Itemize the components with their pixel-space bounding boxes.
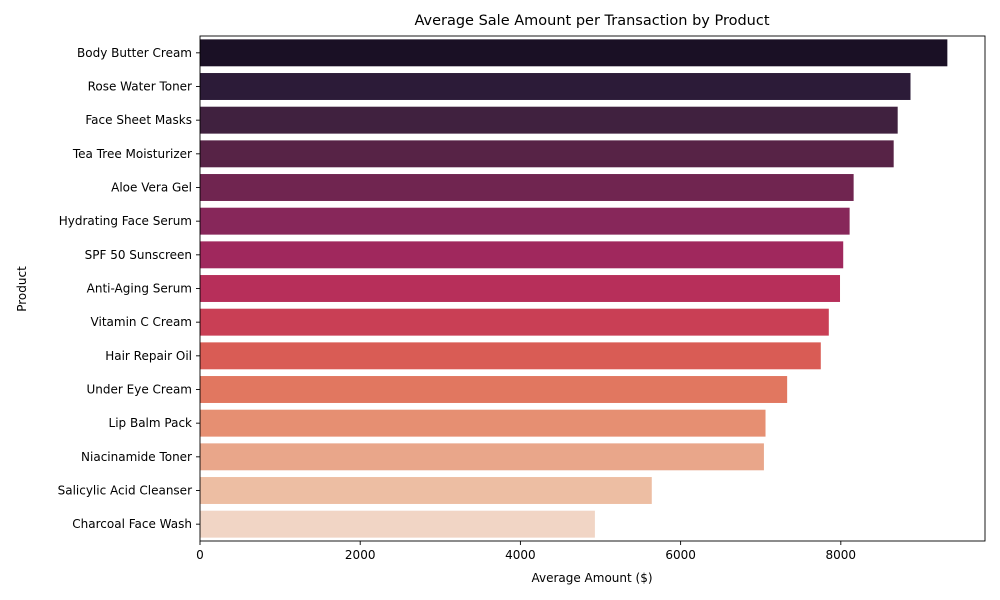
- y-tick-label: Hydrating Face Serum: [59, 214, 192, 228]
- y-axis-label: Product: [15, 266, 29, 312]
- y-tick-label: Hair Repair Oil: [105, 349, 192, 363]
- x-tick-label: 6000: [665, 548, 696, 562]
- y-tick-label: Under Eye Cream: [87, 383, 193, 397]
- x-ticks: 0 2000 4000 6000 8000: [196, 541, 856, 562]
- y-tick-label: Rose Water Toner: [88, 80, 192, 94]
- y-tick-label: Niacinamide Toner: [81, 450, 192, 464]
- y-tick-label: Aloe Vera Gel: [111, 181, 192, 195]
- bar-hair-repair-oil: [200, 342, 821, 370]
- y-tick-label: Tea Tree Moisturizer: [72, 147, 192, 161]
- y-tick-label: Salicylic Acid Cleanser: [58, 484, 192, 498]
- x-tick-label: 8000: [826, 548, 857, 562]
- bar-salicylic-acid-cleanser: [200, 477, 652, 504]
- bar-niacinamide-toner: [200, 443, 764, 471]
- x-tick-label: 4000: [505, 548, 536, 562]
- y-tick-label: Charcoal Face Wash: [72, 517, 192, 531]
- x-tick-label: 0: [196, 548, 204, 562]
- y-tick-label: Anti-Aging Serum: [87, 282, 192, 296]
- y-tick-label: Face Sheet Masks: [85, 113, 192, 127]
- bar-vitamin-c-cream: [200, 308, 829, 336]
- x-tick-label: 2000: [345, 548, 376, 562]
- y-tick-labels: Body Butter Cream Rose Water Toner Face Sh…: [58, 46, 200, 531]
- bar-hydrating-face-serum: [200, 207, 850, 235]
- bar-face-sheet-masks: [200, 106, 898, 134]
- bar-lip-balm-pack: [200, 409, 766, 437]
- bar-aloe-vera-gel: [200, 174, 854, 201]
- bar-tea-tree-moisturizer: [200, 140, 894, 168]
- plot-frame: [199, 35, 986, 542]
- y-tick-label: SPF 50 Sunscreen: [85, 248, 192, 262]
- bar-under-eye-cream: [200, 376, 788, 403]
- bar-rose-water-toner: [200, 73, 911, 100]
- x-axis-label: Average Amount ($): [531, 571, 652, 585]
- bar-charcoal-face-wash: [200, 510, 595, 538]
- chart-title: Average Sale Amount per Transaction by P…: [414, 13, 769, 29]
- bar-spf-50-sunscreen: [200, 241, 844, 269]
- bars-group: [200, 39, 948, 538]
- bar-body-butter-cream: [200, 39, 948, 67]
- y-tick-label: Vitamin C Cream: [91, 315, 192, 329]
- y-tick-label: Lip Balm Pack: [109, 416, 193, 430]
- y-tick-label: Body Butter Cream: [77, 46, 192, 60]
- bar-anti-aging-serum: [200, 275, 841, 302]
